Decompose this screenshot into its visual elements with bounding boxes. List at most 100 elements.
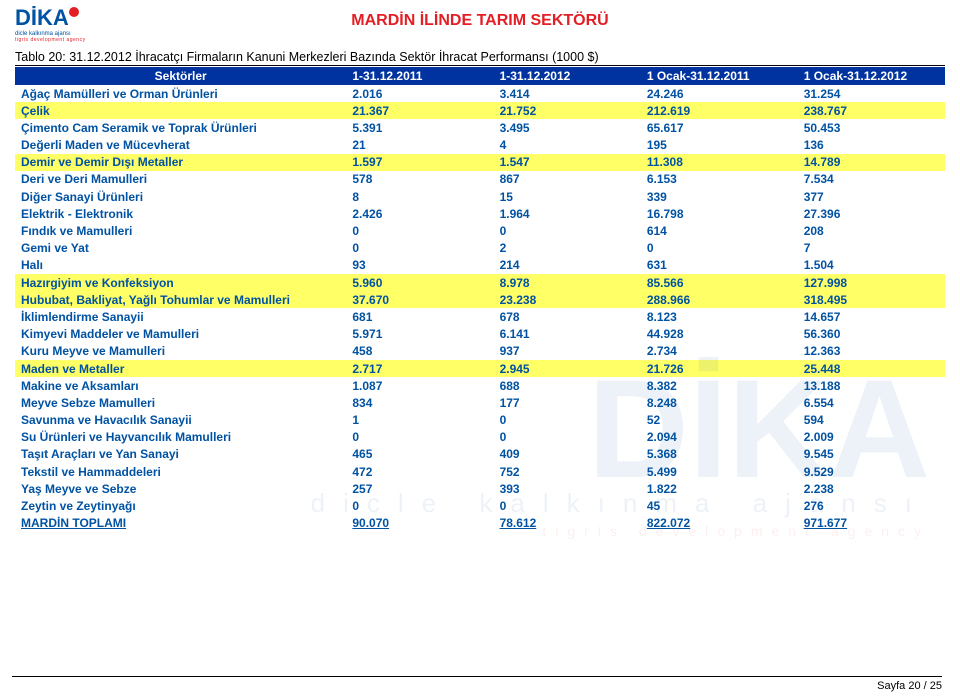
cell-value: 339 [641,188,798,205]
cell-value: 5.499 [641,463,798,480]
cell-value: 393 [494,480,641,497]
cell-value: 678 [494,308,641,325]
cell-value: 50.453 [798,119,945,136]
cell-sector: Savunma ve Havacılık Sanayii [15,412,346,429]
cell-sector: Kuru Meyve ve Mamulleri [15,343,346,360]
cell-value: 21.752 [494,102,641,119]
cell-value: 13.188 [798,377,945,394]
cell-sector: Tekstil ve Hammaddeleri [15,463,346,480]
col-header-1: 1-31.12.2011 [346,67,493,85]
cell-value: 12.363 [798,343,945,360]
cell-value: 5.960 [346,274,493,291]
cell-value: 2.016 [346,85,493,102]
cell-value: 37.670 [346,291,493,308]
table-row: Çimento Cam Seramik ve Toprak Ürünleri5.… [15,119,945,136]
cell-value: 0 [494,429,641,446]
data-table: Sektörler 1-31.12.2011 1-31.12.2012 1 Oc… [15,67,945,532]
cell-value: 318.495 [798,291,945,308]
cell-value: 2.094 [641,429,798,446]
cell-value: 2.945 [494,360,641,377]
table-row: Tekstil ve Hammaddeleri4727525.4999.529 [15,463,945,480]
cell-value: 2.426 [346,205,493,222]
table-header-row: Sektörler 1-31.12.2011 1-31.12.2012 1 Oc… [15,67,945,85]
cell-value: 681 [346,308,493,325]
table-row: Savunma ve Havacılık Sanayii1052594 [15,412,945,429]
cell-value: 21.367 [346,102,493,119]
cell-value: 5.368 [641,446,798,463]
cell-value: 21 [346,137,493,154]
cell-value: 0 [494,412,641,429]
cell-sector: Deri ve Deri Mamulleri [15,171,346,188]
logo-brand: DİKA [15,5,69,30]
cell-value: 31.254 [798,85,945,102]
cell-value: 0 [641,240,798,257]
cell-value: 65.617 [641,119,798,136]
cell-sector: MARDİN TOPLAMI [15,515,346,532]
col-header-sector: Sektörler [15,67,346,85]
cell-value: 8.382 [641,377,798,394]
cell-value: 52 [641,412,798,429]
cell-value: 8.123 [641,308,798,325]
col-header-2: 1-31.12.2012 [494,67,641,85]
table-caption: Tablo 20: 31.12.2012 İhracatçı Firmaları… [15,50,945,66]
table-row: Hazırgiyim ve Konfeksiyon5.9608.97885.56… [15,274,945,291]
table-row: Su Ürünleri ve Hayvancılık Mamulleri002.… [15,429,945,446]
table-row: Zeytin ve Zeytinyağı0045276 [15,498,945,515]
table-row: Kuru Meyve ve Mamulleri4589372.73412.363 [15,343,945,360]
cell-value: 136 [798,137,945,154]
cell-value: 6.554 [798,394,945,411]
table-row: İklimlendirme Sanayii6816788.12314.657 [15,308,945,325]
cell-value: 0 [346,498,493,515]
cell-value: 0 [494,498,641,515]
cell-value: 631 [641,257,798,274]
cell-value: 56.360 [798,326,945,343]
cell-value: 578 [346,171,493,188]
table-row: Makine ve Aksamları1.0876888.38213.188 [15,377,945,394]
cell-value: 15 [494,188,641,205]
cell-value: 2 [494,240,641,257]
cell-value: 409 [494,446,641,463]
cell-value: 27.396 [798,205,945,222]
cell-sector: Su Ürünleri ve Hayvancılık Mamulleri [15,429,346,446]
cell-value: 93 [346,257,493,274]
cell-sector: Çimento Cam Seramik ve Toprak Ürünleri [15,119,346,136]
cell-value: 24.246 [641,85,798,102]
cell-sector: Taşıt Araçları ve Yan Sanayi [15,446,346,463]
cell-sector: Hububat, Bakliyat, Yağlı Tohumlar ve Mam… [15,291,346,308]
cell-value: 11.308 [641,154,798,171]
cell-value: 1.597 [346,154,493,171]
cell-value: 214 [494,257,641,274]
cell-sector: Fındık ve Mamulleri [15,223,346,240]
cell-value: 276 [798,498,945,515]
table-row: Halı932146311.504 [15,257,945,274]
cell-value: 45 [641,498,798,515]
cell-sector: Makine ve Aksamları [15,377,346,394]
cell-value: 5.391 [346,119,493,136]
cell-sector: Halı [15,257,346,274]
table-row: Demir ve Demir Dışı Metaller1.5971.54711… [15,154,945,171]
cell-value: 867 [494,171,641,188]
cell-value: 458 [346,343,493,360]
col-header-3: 1 Ocak-31.12.2011 [641,67,798,85]
cell-value: 85.566 [641,274,798,291]
cell-sector: Demir ve Demir Dışı Metaller [15,154,346,171]
cell-value: 6.153 [641,171,798,188]
table-row: Çelik21.36721.752212.619238.767 [15,102,945,119]
cell-value: 822.072 [641,515,798,532]
cell-value: 238.767 [798,102,945,119]
cell-sector: Değerli Maden ve Mücevherat [15,137,346,154]
cell-value: 7.534 [798,171,945,188]
cell-value: 208 [798,223,945,240]
cell-sector: Gemi ve Yat [15,240,346,257]
cell-value: 937 [494,343,641,360]
cell-sector: İklimlendirme Sanayii [15,308,346,325]
table-row: Deri ve Deri Mamulleri5788676.1537.534 [15,171,945,188]
table-row: Değerli Maden ve Mücevherat214195136 [15,137,945,154]
page-title: MARDİN İLİNDE TARIM SEKTÖRÜ [0,0,960,50]
cell-value: 2.009 [798,429,945,446]
page-footer: Sayfa 20 / 25 [12,676,942,692]
cell-value: 21.726 [641,360,798,377]
table-row: Yaş Meyve ve Sebze2573931.8222.238 [15,480,945,497]
cell-value: 0 [494,223,641,240]
cell-value: 1 [346,412,493,429]
